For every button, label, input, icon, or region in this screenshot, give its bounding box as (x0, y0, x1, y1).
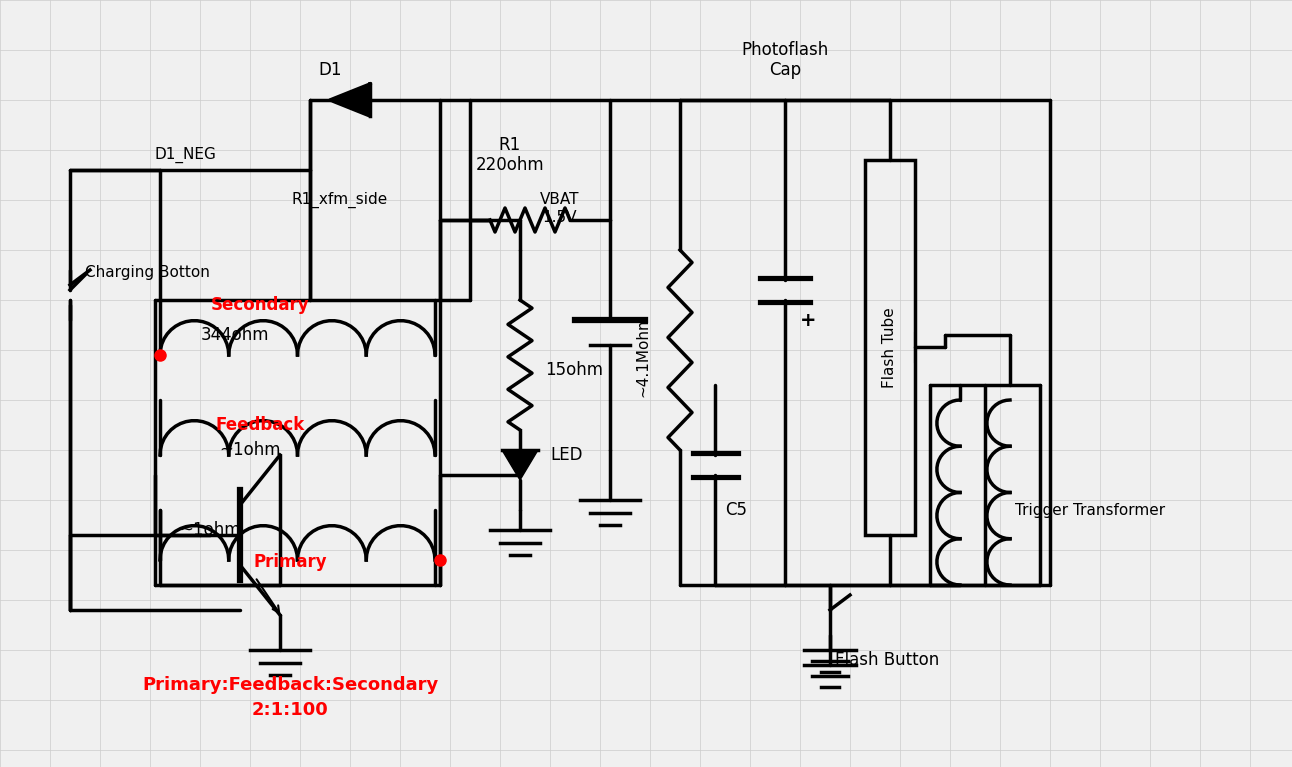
Text: ~1ohm: ~1ohm (220, 441, 280, 459)
Text: 220ohm: 220ohm (475, 156, 544, 174)
Polygon shape (329, 84, 370, 116)
Text: Flash Button: Flash Button (835, 651, 939, 669)
Text: +: + (800, 311, 817, 330)
Polygon shape (503, 450, 537, 480)
Text: Flash Tube: Flash Tube (882, 307, 898, 388)
Text: LED: LED (550, 446, 583, 464)
Text: VBAT: VBAT (540, 193, 580, 208)
Text: 344ohm: 344ohm (200, 326, 269, 344)
Text: D1_NEG: D1_NEG (154, 147, 216, 163)
Text: ~1ohm: ~1ohm (180, 521, 240, 539)
Text: Photoflash: Photoflash (742, 41, 828, 59)
Bar (866, 160, 915, 535)
Text: Secondary: Secondary (211, 296, 309, 314)
Text: 15ohm: 15ohm (545, 361, 603, 379)
Text: Trigger Transformer: Trigger Transformer (1016, 502, 1165, 518)
Text: Cap: Cap (769, 61, 801, 79)
Text: Feedback: Feedback (216, 416, 305, 434)
Text: 2:1:100: 2:1:100 (252, 701, 328, 719)
Text: D1: D1 (318, 61, 342, 79)
Text: 1.5V: 1.5V (543, 210, 578, 225)
Text: R1: R1 (499, 136, 521, 154)
Text: R1_xfm_side: R1_xfm_side (292, 192, 388, 208)
Text: Primary: Primary (253, 553, 327, 571)
Text: C5: C5 (725, 501, 747, 519)
Text: Charging Botton: Charging Botton (85, 265, 209, 279)
Text: Primary:Feedback:Secondary: Primary:Feedback:Secondary (142, 676, 438, 694)
Text: ~4.1Mohm: ~4.1Mohm (634, 313, 650, 397)
